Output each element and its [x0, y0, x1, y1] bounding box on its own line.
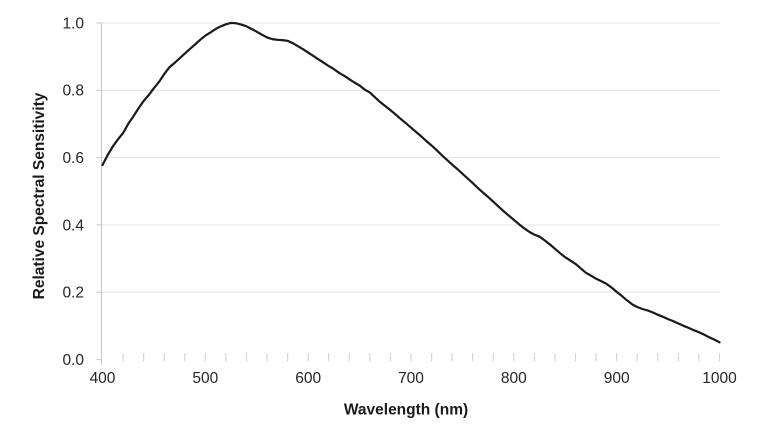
svg-text:Wavelength (nm): Wavelength (nm)	[344, 402, 468, 419]
svg-text:0.8: 0.8	[62, 83, 84, 100]
svg-text:0.6: 0.6	[62, 150, 84, 167]
svg-text:1.0: 1.0	[62, 15, 84, 32]
svg-text:700: 700	[398, 370, 424, 387]
svg-text:Relative Spectral Sensitivity: Relative Spectral Sensitivity	[31, 92, 48, 299]
svg-text:0.0: 0.0	[62, 352, 84, 369]
svg-text:900: 900	[604, 370, 630, 387]
svg-text:400: 400	[90, 370, 116, 387]
svg-text:0.4: 0.4	[62, 217, 84, 234]
svg-text:600: 600	[295, 370, 321, 387]
svg-text:500: 500	[192, 370, 218, 387]
svg-text:0.2: 0.2	[62, 285, 84, 302]
svg-text:1000: 1000	[702, 370, 737, 387]
svg-text:800: 800	[501, 370, 527, 387]
